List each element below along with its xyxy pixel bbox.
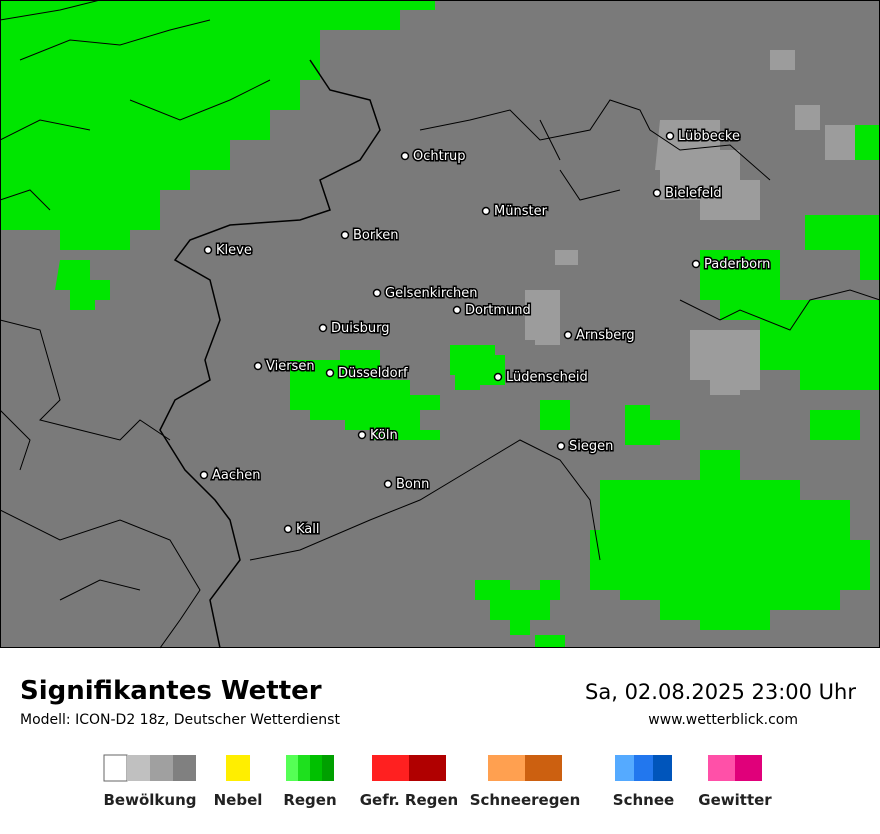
- city-label: Borken: [353, 228, 399, 243]
- city-label: Aachen: [212, 468, 260, 483]
- legend-label: Regen: [283, 791, 336, 809]
- legend-swatch: [372, 755, 409, 781]
- city-label: Kall: [296, 522, 320, 537]
- cloud-areas: [525, 50, 855, 395]
- website: www.wetterblick.com: [648, 712, 798, 728]
- city-label: Lüdenscheid: [506, 370, 588, 385]
- legend-swatch: [150, 755, 173, 781]
- city-label: Gelsenkirchen: [385, 286, 478, 301]
- legend-swatch: [173, 755, 196, 781]
- legend-label: Gewitter: [698, 791, 772, 809]
- city-label: Kleve: [216, 243, 252, 258]
- city-label: Lübbecke: [678, 129, 740, 144]
- city-marker: [493, 372, 503, 382]
- legend-swatch: [127, 755, 150, 781]
- city-marker: [556, 441, 566, 451]
- datetime: Sa, 02.08.2025 23:00 Uhr: [585, 680, 856, 704]
- legend-swatch: [525, 755, 562, 781]
- city-marker: [481, 206, 491, 216]
- title: Signifikantes Wetter: [20, 676, 322, 706]
- city-label: Paderborn: [704, 257, 770, 272]
- legend-swatch: [409, 755, 446, 781]
- city-marker: [691, 259, 701, 269]
- legend-swatch: [615, 755, 634, 781]
- legend-label: Schneeregen: [470, 791, 581, 809]
- city-marker: [357, 430, 367, 440]
- legend-swatch: [322, 755, 334, 781]
- legend-label: Gefr. Regen: [360, 791, 459, 809]
- city-label: Arnsberg: [576, 328, 635, 343]
- legend-label: Nebel: [214, 791, 263, 809]
- city-label: Duisburg: [331, 321, 390, 336]
- legend-swatch: [286, 755, 298, 781]
- legend-swatch: [103, 754, 128, 782]
- rain-areas: [0, 0, 880, 648]
- model-info: Modell: ICON-D2 18z, Deutscher Wetterdie…: [20, 712, 340, 728]
- legend-swatch: [488, 755, 525, 781]
- city-marker: [372, 288, 382, 298]
- city-label: Viersen: [266, 359, 315, 374]
- legend-swatch: [634, 755, 653, 781]
- city-label: Bonn: [396, 477, 429, 492]
- legend-swatch: [653, 755, 672, 781]
- city-marker: [652, 188, 662, 198]
- city-marker: [318, 323, 328, 333]
- legend-swatch: [226, 755, 250, 781]
- city-marker: [203, 245, 213, 255]
- city-label: Siegen: [569, 439, 613, 454]
- city-marker: [253, 361, 263, 371]
- city-marker: [563, 330, 573, 340]
- legend-swatch: [708, 755, 735, 781]
- city-marker: [665, 131, 675, 141]
- legend-swatch: [310, 755, 322, 781]
- city-marker: [383, 479, 393, 489]
- city-label: Dortmund: [465, 303, 531, 318]
- legend-swatch: [735, 755, 762, 781]
- city-marker: [325, 368, 335, 378]
- city-label: Münster: [494, 204, 548, 219]
- city-marker: [340, 230, 350, 240]
- city-marker: [452, 305, 462, 315]
- city-label: Bielefeld: [665, 186, 722, 201]
- legend-label: Schnee: [613, 791, 674, 809]
- city-marker: [283, 524, 293, 534]
- city-marker: [400, 151, 410, 161]
- borders: [0, 0, 880, 649]
- legend-swatch: [298, 755, 310, 781]
- city-marker: [199, 470, 209, 480]
- legend-label: Bewölkung: [104, 791, 197, 809]
- city-label: Ochtrup: [413, 149, 466, 164]
- city-label: Köln: [370, 428, 398, 443]
- city-label: Düsseldorf: [338, 366, 408, 381]
